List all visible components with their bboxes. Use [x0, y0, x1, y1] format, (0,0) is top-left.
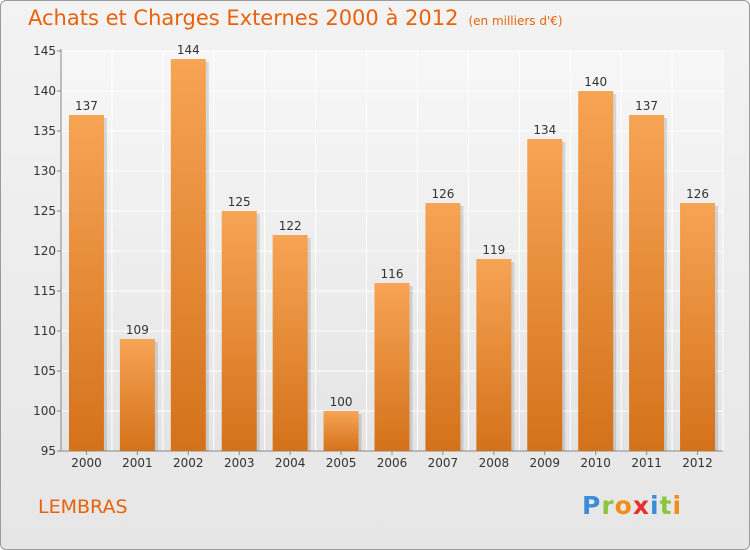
logo-letter: r: [601, 491, 615, 520]
label-layer: 137 2000 109 2001 144 2002 125 2003 122 2004 100 20…: [71, 43, 713, 470]
x-tick-label: 2002: [173, 456, 204, 470]
x-tick-label: 2004: [275, 456, 306, 470]
x-tick-label: 2005: [326, 456, 357, 470]
logo-letter: x: [632, 491, 650, 520]
bar: [323, 411, 359, 451]
logo-letter: i: [672, 491, 683, 520]
bar-value-label: 134: [533, 123, 556, 137]
bar: [170, 59, 206, 451]
x-tick-label: 2006: [377, 456, 408, 470]
bar: [425, 203, 461, 451]
bar-value-label: 126: [431, 187, 454, 201]
chart-title-text: Achats et Charges Externes 2000 à 2012: [28, 6, 459, 30]
bar-value-label: 122: [279, 219, 302, 233]
bar-value-label: 100: [330, 395, 353, 409]
bar-value-label: 137: [635, 99, 658, 113]
x-tick-label: 2000: [71, 456, 102, 470]
logo-letter: o: [614, 491, 633, 520]
bar-value-label: 125: [228, 195, 251, 209]
logo-letter: i: [650, 491, 660, 520]
x-tick-label: 2008: [479, 456, 510, 470]
bar-value-label: 126: [686, 187, 709, 201]
x-tick-label: 2007: [428, 456, 459, 470]
x-tick-label: 2003: [224, 456, 255, 470]
bar-value-label: 140: [584, 75, 607, 89]
y-tick-label: 105: [33, 364, 56, 378]
bar: [374, 283, 410, 451]
bar-value-label: 137: [75, 99, 98, 113]
x-tick-label: 2010: [580, 456, 611, 470]
commune-name: LEMBRAS: [38, 496, 128, 518]
bar: [272, 235, 308, 451]
bar: [476, 259, 512, 451]
y-tick-label: 120: [33, 244, 56, 258]
bar: [68, 115, 104, 451]
bar: [629, 115, 665, 451]
x-tick-label: 2009: [529, 456, 560, 470]
y-tick-label: 110: [33, 324, 56, 338]
bar: [119, 339, 155, 451]
bar: [527, 139, 563, 451]
x-tick-label: 2001: [122, 456, 153, 470]
y-tick-label: 130: [33, 164, 56, 178]
bar-layer: [68, 59, 719, 451]
logo-letter: P: [582, 491, 602, 520]
y-tick-label: 140: [33, 84, 56, 98]
proxiti-logo: Proxiti: [582, 491, 682, 520]
bar-value-label: 119: [482, 243, 505, 257]
y-tick-label: 95: [41, 444, 56, 458]
y-tick-label: 115: [33, 284, 56, 298]
x-tick-label: 2011: [631, 456, 662, 470]
y-tick-label: 145: [33, 44, 56, 58]
y-tick-label: 135: [33, 124, 56, 138]
chart-subtitle: (en milliers d'€): [468, 14, 563, 28]
bar-value-label: 109: [126, 323, 149, 337]
y-tick-label: 125: [33, 204, 56, 218]
bar-value-label: 116: [381, 267, 404, 281]
bar: [680, 203, 716, 451]
bar: [221, 211, 257, 451]
logo-letter: t: [659, 491, 673, 520]
y-tick-label: 100: [33, 404, 56, 418]
chart-title: Achats et Charges Externes 2000 à 2012 (e…: [28, 6, 563, 30]
bar-value-label: 144: [177, 43, 200, 57]
bar: [578, 91, 614, 451]
x-tick-label: 2012: [682, 456, 713, 470]
